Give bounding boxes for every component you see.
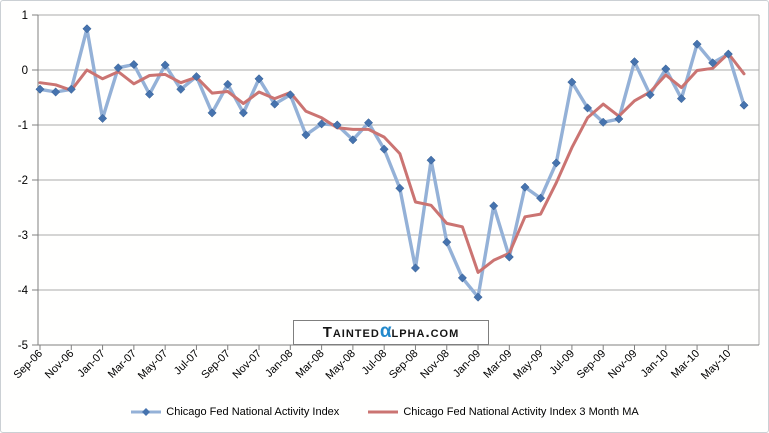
cfnai-data-point-marker <box>520 182 530 192</box>
cfnai-data-point-marker <box>676 94 686 104</box>
x-axis-label: May-08 <box>324 348 358 382</box>
cfnai-data-point-marker <box>739 100 749 110</box>
x-axis-label: Nov-06 <box>43 348 77 382</box>
cfnai-data-point-marker <box>82 24 92 34</box>
x-axis-label: Sep-06 <box>12 348 46 382</box>
cfnai-data-point-marker <box>645 90 655 100</box>
cfnai-data-point-marker <box>489 201 499 211</box>
legend-item-cfnai-ma: Chicago Fed National Activity Index 3 Mo… <box>367 406 639 418</box>
cfnai-data-point-marker <box>395 183 405 193</box>
cfnai-data-point-marker <box>551 158 561 168</box>
cfnai-data-point-marker <box>426 155 436 165</box>
legend-label-cfnai-ma: Chicago Fed National Activity Index 3 Mo… <box>403 406 639 418</box>
x-axis-label: Mar-09 <box>481 348 514 381</box>
y-axis-label: -3 <box>18 230 28 242</box>
cfnai-data-point-marker <box>207 108 217 118</box>
cfnai-data-point-marker <box>379 144 389 154</box>
cfnai-data-point-marker <box>410 263 421 273</box>
y-axis-label: 1 <box>22 10 28 22</box>
legend-label-cfnai: Chicago Fed National Activity Index <box>166 406 340 418</box>
x-axis-label: Jan-09 <box>451 348 483 380</box>
cfnai-series-line <box>38 27 746 299</box>
cfnai-data-point-marker <box>332 120 342 130</box>
cfnai-data-point-marker <box>348 135 358 145</box>
cfnai-data-point-marker <box>504 252 514 262</box>
watermark-alpha-glyph: α <box>379 321 392 342</box>
watermark-suffix: lpha.com <box>391 324 460 341</box>
x-axis-label: Jul-07 <box>172 348 202 378</box>
x-axis-label: Mar-10 <box>669 348 702 381</box>
y-axis-label: -4 <box>18 285 29 297</box>
cfnai-data-point-marker <box>144 89 155 99</box>
cfnai-data-point-marker <box>98 113 108 123</box>
watermark-prefix: Tainted <box>322 324 380 341</box>
taintedalpha-watermark: Tainted α lpha.com <box>293 320 489 345</box>
legend-line-diamond-swatch <box>131 408 162 416</box>
cfnai-data-point-marker <box>457 273 467 283</box>
cfnai-data-point-marker <box>270 99 280 109</box>
cfnai-data-point-marker <box>223 79 233 89</box>
x-axis-label: Nov-08 <box>418 348 452 382</box>
x-axis-label: Sep-09 <box>575 348 609 382</box>
cfnai-data-point-marker <box>285 90 295 100</box>
cfnai-data-point-marker <box>692 39 702 49</box>
x-axis-label: Jan-07 <box>75 348 107 380</box>
cfnai-data-point-marker <box>614 114 624 124</box>
y-axis-label: 0 <box>22 65 28 77</box>
cfnai-data-point-marker <box>301 130 311 140</box>
y-axis-label: -1 <box>18 120 28 132</box>
cfnai-data-point-marker <box>66 84 76 94</box>
cfnai-data-point-marker <box>598 117 608 127</box>
cfnai-data-point-marker <box>629 57 640 67</box>
cfnai-data-point-marker <box>35 84 45 94</box>
y-axis-label: -5 <box>18 340 28 352</box>
x-axis-label: Nov-07 <box>231 348 265 382</box>
cfnai-data-point-marker <box>583 103 593 113</box>
x-axis-label: Jan-08 <box>263 348 295 380</box>
cfnai-data-point-marker <box>473 292 483 302</box>
x-axis-label: Jul-09 <box>547 348 577 378</box>
cfnai-data-point-marker <box>567 77 577 87</box>
cfnai-data-point-marker <box>191 72 201 82</box>
cfnai-data-point-marker <box>536 193 546 203</box>
x-axis-label: Mar-07 <box>106 348 139 381</box>
x-axis-label: Jul-08 <box>360 348 390 378</box>
cfnai-data-point-marker <box>363 118 374 128</box>
x-axis-label: Sep-08 <box>387 348 421 382</box>
cfnai-data-point-marker <box>113 63 123 73</box>
cfnai-data-point-marker <box>129 59 139 70</box>
cfnai-data-point-marker <box>442 237 452 247</box>
cfnai-data-point-marker <box>238 108 248 118</box>
cfnai-ma-series-line <box>38 52 746 274</box>
x-axis-label: May-10 <box>699 348 733 382</box>
x-axis-label: May-07 <box>136 348 170 382</box>
x-axis-label: Jan-10 <box>639 348 671 380</box>
cfnai-data-point-marker <box>51 87 61 97</box>
chart-legend: Chicago Fed National Activity Index Chic… <box>1 403 768 421</box>
x-axis-label: May-09 <box>511 348 545 382</box>
cfnai-data-point-marker <box>661 64 671 74</box>
x-axis-label: Sep-07 <box>199 348 233 382</box>
cfnai-data-point-marker <box>723 49 733 59</box>
cfnai-data-point-marker <box>160 60 170 70</box>
x-axis-label: Mar-08 <box>294 348 327 381</box>
cfnai-data-point-marker <box>708 58 718 68</box>
cfnai-data-point-marker <box>317 119 327 129</box>
legend-item-cfnai: Chicago Fed National Activity Index <box>130 406 339 418</box>
x-axis-label: Nov-09 <box>606 348 640 382</box>
cfnai-data-point-marker <box>176 84 186 94</box>
y-axis-label: -2 <box>18 175 28 187</box>
cfnai-data-point-marker <box>254 74 264 84</box>
legend-line-swatch <box>368 410 399 414</box>
